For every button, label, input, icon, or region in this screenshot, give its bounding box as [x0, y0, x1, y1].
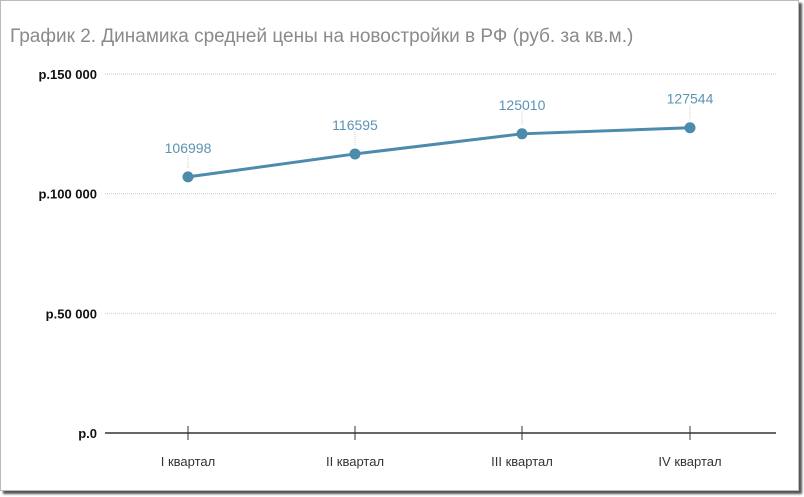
x-tick-label: I квартал	[161, 454, 215, 469]
chart-title: График 2. Динамика средней цены на новос…	[10, 26, 634, 47]
data-point	[182, 171, 194, 183]
x-tick-label: III квартал	[491, 454, 553, 469]
x-tick-label: II квартал	[326, 454, 384, 469]
data-label: 127544	[667, 91, 714, 107]
x-tick-label: IV квартал	[658, 454, 721, 469]
data-point	[516, 128, 528, 140]
data-label: 106998	[165, 140, 212, 156]
y-tick-label: р.100 000	[38, 187, 97, 202]
data-point	[684, 122, 696, 134]
y-tick-label: р.50 000	[46, 306, 97, 321]
series-line	[187, 126, 691, 179]
y-tick-label: р.0	[78, 426, 97, 441]
data-point	[349, 148, 361, 160]
data-label: 125010	[499, 97, 546, 113]
y-tick-label: р.150 000	[38, 67, 97, 82]
data-label: 116595	[332, 117, 378, 133]
